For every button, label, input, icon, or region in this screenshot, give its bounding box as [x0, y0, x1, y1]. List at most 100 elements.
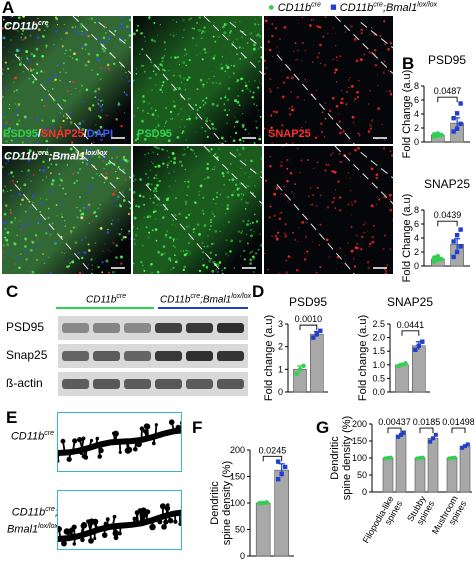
chart-title: SNAP25 — [387, 295, 433, 309]
spine-head — [151, 441, 156, 446]
spine-head — [71, 524, 77, 530]
y-axis-label-line: spine density (%) — [221, 461, 233, 545]
y-tick-label: 0 — [278, 387, 283, 397]
spine-head — [72, 438, 78, 444]
p-value: 0.01498 — [442, 417, 474, 427]
chart-title: PSD95 — [428, 53, 466, 67]
red-channel-label: SNAP25 — [268, 128, 311, 140]
spine-head — [83, 455, 89, 460]
data-point — [433, 432, 438, 437]
significance-bracket — [387, 427, 402, 434]
category-label: Filopodia-likespines — [361, 494, 405, 550]
micrograph-green-row1 — [133, 16, 262, 144]
bar — [274, 469, 289, 557]
micrograph-merge-row2 — [2, 146, 131, 274]
legend-dot-green: ● — [268, 1, 275, 14]
spine-head — [133, 446, 138, 452]
bar — [309, 333, 324, 393]
spine-head — [132, 516, 137, 521]
western-band — [217, 323, 244, 333]
data-point — [318, 328, 323, 333]
data-point — [431, 436, 435, 441]
y-tick-label: 2 — [414, 247, 419, 257]
spine-head — [72, 542, 77, 546]
y-tick-label: 200 — [352, 419, 367, 429]
y-tick-label: 200 — [230, 445, 245, 455]
western-band — [217, 351, 244, 361]
bar — [382, 457, 394, 493]
data-point — [454, 111, 460, 116]
spine-head — [144, 423, 151, 430]
y-tick-label: 0 — [240, 551, 245, 561]
spine-head — [113, 535, 119, 541]
spine-head — [89, 438, 94, 443]
y-tick-label: 2 — [414, 123, 419, 133]
data-point — [275, 476, 281, 482]
y-tick-label: 2.0 — [372, 333, 385, 343]
data-point — [294, 371, 299, 377]
spine-head — [98, 447, 104, 454]
significance-bracket — [419, 427, 434, 434]
western-col2-underline — [158, 307, 248, 309]
panel-label-g: G — [316, 418, 330, 437]
panel-label-b: B — [402, 54, 415, 73]
dendritic-spine — [154, 424, 158, 436]
western-band — [217, 379, 244, 389]
data-point — [396, 363, 401, 369]
spine-head — [77, 436, 83, 443]
western-band — [124, 379, 151, 389]
bar — [414, 457, 426, 493]
western-blot-strip-snap25 — [58, 344, 248, 368]
bar — [255, 502, 271, 557]
spine-head — [168, 419, 175, 426]
western-band — [155, 379, 182, 389]
dendrite-image-knockout — [57, 490, 182, 550]
western-row-label-bactin: ß-actin — [6, 376, 43, 390]
western-band — [186, 323, 213, 333]
spine-head — [61, 540, 67, 547]
y-tick-label: 8 — [414, 81, 419, 91]
western-blot-strip-bactin — [58, 372, 248, 396]
spine-head — [80, 522, 88, 529]
spine-head — [118, 531, 122, 536]
data-point — [439, 256, 444, 262]
spine-head — [118, 450, 122, 454]
data-point — [396, 434, 401, 439]
western-row-label-snap25: Snap25 — [6, 348, 48, 362]
micrograph-red-row1 — [264, 16, 393, 144]
western-band — [62, 323, 89, 333]
data-point — [311, 335, 316, 340]
y-axis-label: Fold Change (a.u) — [401, 194, 413, 283]
spine-head — [149, 523, 156, 531]
spine-head — [105, 517, 110, 522]
data-point — [275, 459, 281, 464]
significance-bracket — [437, 220, 458, 227]
data-point — [452, 455, 457, 460]
data-point — [432, 132, 437, 137]
panel-label-e: E — [6, 408, 18, 427]
data-point — [297, 367, 303, 372]
y-axis-label: Dendriticspine density (%) — [209, 461, 233, 545]
p-value: 0.0010 — [295, 314, 323, 324]
significance-bracket — [437, 96, 458, 103]
data-point — [399, 432, 403, 437]
data-point — [432, 255, 437, 260]
data-point — [420, 455, 425, 460]
western-blot-strip-psd95 — [58, 316, 248, 340]
spine-head — [126, 446, 133, 453]
western-row-label-psd95: PSD95 — [6, 320, 45, 334]
spine-head — [66, 456, 72, 462]
western-band — [93, 379, 120, 389]
p-value: 0.0245 — [259, 445, 287, 455]
western-band — [155, 351, 182, 361]
data-point — [257, 500, 263, 506]
legend-item-2: CD11bcre;Bmal1lox/lox — [339, 1, 438, 14]
y-tick-label: 0.5 — [372, 373, 385, 383]
y-tick-label: 150 — [352, 436, 367, 446]
data-point — [463, 444, 467, 449]
data-point — [432, 259, 437, 265]
spine-head — [178, 522, 181, 526]
